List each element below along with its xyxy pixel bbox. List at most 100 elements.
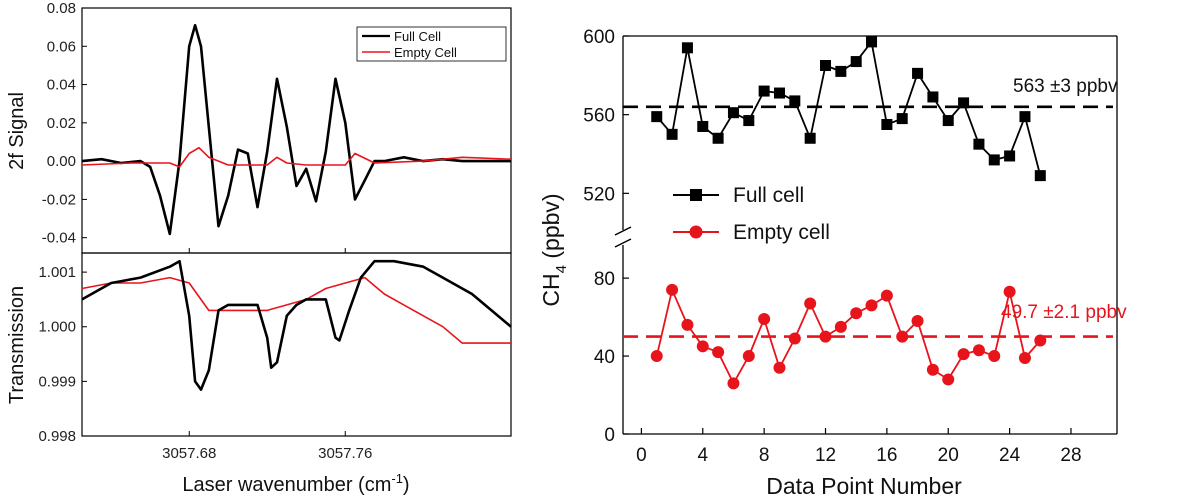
ch4-y-tick-label: 40 [594,347,615,368]
empty-cell-point [819,330,832,343]
full-cell-point [866,36,878,48]
transmission-panel: 0.998 0.999 1.000 1.001 3057.68 3057.76 Tran… [6,252,512,496]
transmission-y-tick-label: 0.998 [38,428,76,445]
empty-cell-point [834,320,847,333]
full-cell-point [973,138,985,150]
ch4-x-tick-label: 12 [815,445,836,466]
transmission-y-tick-label: 1.001 [38,264,76,281]
ch4-legend: Full cell Empty cell [673,184,830,244]
empty-cell-point [880,289,893,302]
transmission-y-tick-label: 1.000 [38,319,76,336]
axis-break-slash-2 [614,238,632,248]
x-label-superscript: -1 [391,471,403,486]
empty-cell-point [1018,352,1031,365]
ch4-x-tick-label: 4 [697,445,708,466]
empty-cell-point [972,344,985,357]
ch4-x-tick-label: 16 [876,445,897,466]
empty-cell-point [850,307,863,320]
ch4-y-label-main: CH [538,273,564,306]
empty-cell-point [788,332,801,345]
empty-cell-point [957,348,970,361]
axis-break-mark [614,226,632,248]
empty-cell-point [727,377,740,390]
full-cell-point [666,128,678,140]
empty-cell-point [696,340,709,353]
empty-cell-mean-label: 49.7 ±2.1 ppbv [1001,302,1127,323]
signal-y-tick-label: 0.02 [47,115,76,132]
ch4-y-axis-label: CH4 (ppbv) [538,193,570,306]
transmission-plot-frame [81,252,512,437]
ch4-x-tick-label: 24 [999,445,1021,466]
ch4-y-tick-label: 560 [583,106,615,127]
empty-cell-point [942,373,955,386]
signal-y-tick-label: 0.08 [47,0,76,17]
empty-cell-point [650,350,663,363]
ch4-y-label-units: (ppbv) [538,193,564,265]
transmission-y-tick-label: 0.999 [38,373,76,390]
empty-cell-point [804,297,817,310]
signal-y-tick-label: 0.06 [47,38,76,55]
x-label-text: Laser wavenumber (cm [182,474,391,496]
signal-panel: -0.04 -0.02 0.00 0.02 0.04 0.06 0.08 2f Signal… [6,0,512,254]
empty-cell-point [681,318,694,331]
full-cell-point [820,60,832,71]
ch4-y-label-subscript: 4 [553,265,570,273]
empty-cell-point [666,283,679,296]
ch4-y-tick-label: 520 [583,184,615,205]
legend-label-full-cell: Full Cell [394,29,441,44]
empty-cell-point [926,363,939,376]
full-cell-point [835,65,847,77]
transmission-series-empty-cell [81,276,511,344]
wavenumber-x-tick-label: 3057.68 [162,445,216,462]
full-cell-point [743,115,755,127]
full-cell-point [988,154,1000,166]
empty-cell-point [712,346,725,359]
empty-cell-point [773,361,786,374]
full-cell-point [651,111,663,123]
empty-cell-point [988,350,1001,363]
full-cell-point [958,97,970,109]
empty-cell-point [896,330,909,343]
legend-label-full-cell: Full cell [733,184,804,207]
empty-cell-point [911,314,924,327]
legend-label-empty-cell: Empty cell [733,221,830,244]
full-cell-mean-label: 563 ±3 ppbv [1013,76,1118,97]
full-cell-point [727,107,739,119]
ch4-x-tick-label: 0 [636,445,647,466]
empty-cell-point [742,350,755,363]
wavenumber-x-tick-label: 3057.76 [318,445,372,462]
ch4-x-tick-label: 28 [1060,445,1081,466]
signal-y-axis-label: 2f Signal [6,92,28,170]
ch4-x-tick-label: 20 [938,445,959,466]
ch4-y-tick-label: 0 [604,425,615,446]
full-cell-point [681,42,693,54]
signal-y-tick-label: 0.00 [47,153,76,170]
ch4-y-tick-label: 80 [594,269,615,290]
signal-y-tick-label: -0.02 [42,191,76,208]
full-cell-point [804,132,816,144]
full-cell-point [1019,111,1031,123]
signal-series-full-cell [81,23,511,236]
signal-y-tick-label: -0.04 [42,230,76,247]
ch4-y-tick-label: 600 [583,27,615,48]
data-point-x-axis-label: Data Point Number [766,473,962,499]
ch4-series-full-cell [656,41,1042,176]
signal-legend: Full Cell Empty Cell [356,26,507,62]
empty-cell-point [865,299,878,312]
x-label-close: ) [403,474,410,496]
full-cell-point [881,119,893,130]
signal-y-tick-label: 0.04 [47,77,76,94]
full-cell-point [789,95,801,107]
full-cell-point [712,132,724,144]
full-cell-point [697,120,709,132]
wavenumber-x-axis-label: Laser wavenumber (cm-1) [182,471,409,496]
empty-cell-point [758,313,771,326]
full-cell-point [912,67,924,79]
transmission-y-axis-label: Transmission [6,286,28,404]
transmission-series-full-cell [81,259,512,391]
full-cell-point [1034,170,1046,182]
empty-cell-point [1034,334,1047,347]
full-cell-point [927,91,939,103]
